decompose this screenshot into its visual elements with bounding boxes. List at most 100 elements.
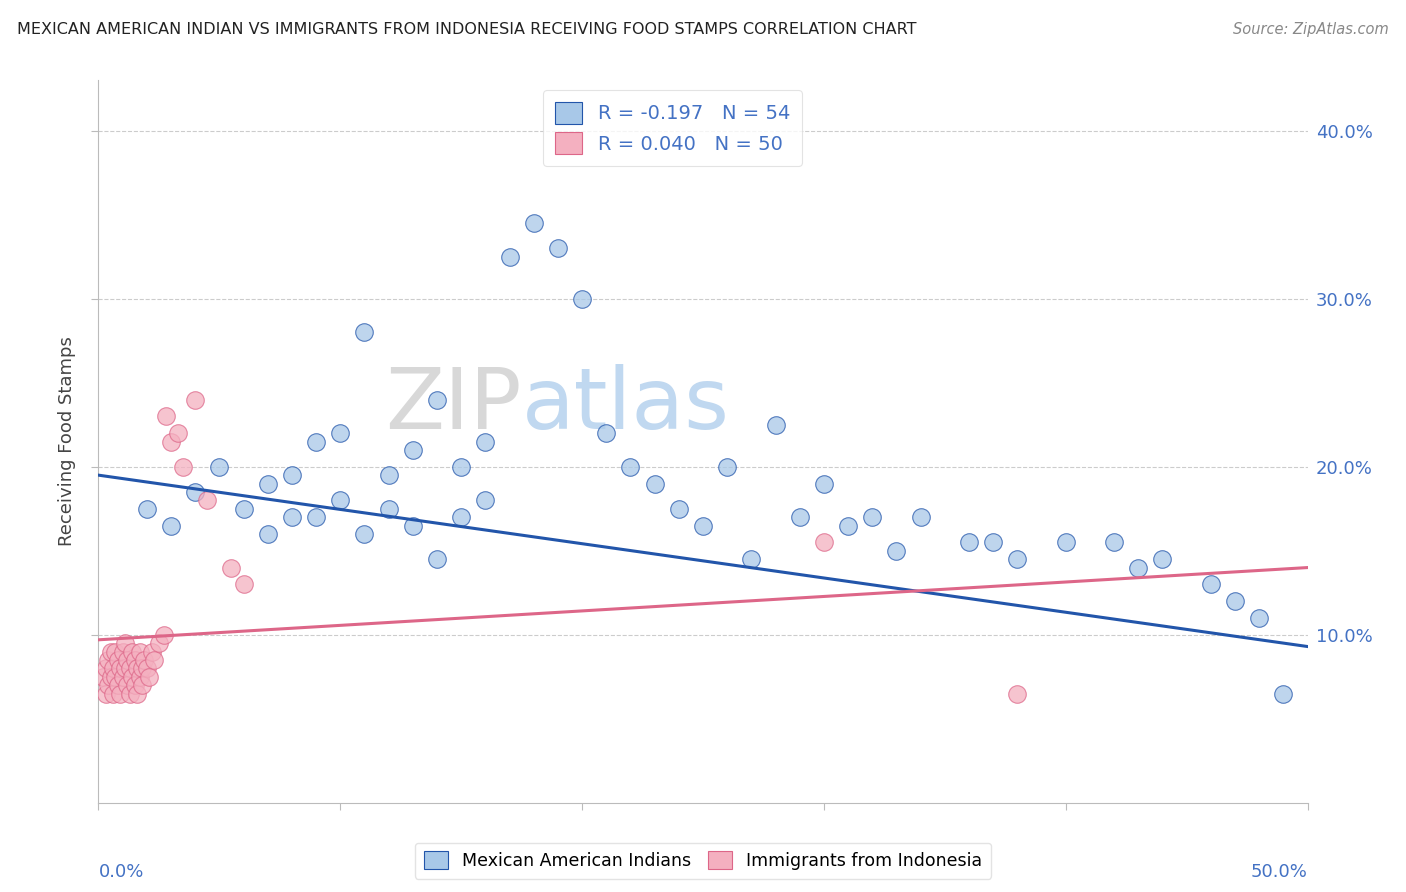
Point bbox=[97, 653, 120, 667]
Point bbox=[571, 292, 593, 306]
Point bbox=[692, 518, 714, 533]
Point bbox=[131, 661, 153, 675]
Point bbox=[143, 653, 166, 667]
Point bbox=[91, 670, 114, 684]
Point bbox=[426, 392, 449, 407]
Point bbox=[94, 687, 117, 701]
Point bbox=[101, 661, 124, 675]
Point bbox=[595, 426, 617, 441]
Point bbox=[117, 653, 139, 667]
Point bbox=[329, 426, 352, 441]
Point bbox=[1054, 535, 1077, 549]
Point bbox=[305, 510, 328, 524]
Point bbox=[353, 527, 375, 541]
Point bbox=[474, 493, 496, 508]
Point bbox=[281, 468, 304, 483]
Point bbox=[450, 459, 472, 474]
Point bbox=[329, 493, 352, 508]
Point bbox=[107, 653, 129, 667]
Point bbox=[221, 560, 243, 574]
Text: MEXICAN AMERICAN INDIAN VS IMMIGRANTS FROM INDONESIA RECEIVING FOOD STAMPS CORRE: MEXICAN AMERICAN INDIAN VS IMMIGRANTS FR… bbox=[17, 22, 917, 37]
Point bbox=[1272, 687, 1295, 701]
Point bbox=[813, 535, 835, 549]
Point bbox=[104, 670, 127, 684]
Point bbox=[114, 636, 136, 650]
Point bbox=[860, 510, 883, 524]
Point bbox=[668, 501, 690, 516]
Point bbox=[232, 501, 254, 516]
Point bbox=[135, 501, 157, 516]
Point bbox=[97, 678, 120, 692]
Point bbox=[111, 644, 134, 658]
Point bbox=[208, 459, 231, 474]
Text: ZIP: ZIP bbox=[385, 364, 522, 447]
Point bbox=[716, 459, 738, 474]
Point bbox=[135, 661, 157, 675]
Point bbox=[117, 678, 139, 692]
Point bbox=[547, 241, 569, 255]
Point bbox=[957, 535, 980, 549]
Text: atlas: atlas bbox=[522, 364, 730, 447]
Point bbox=[160, 434, 183, 449]
Text: 50.0%: 50.0% bbox=[1251, 863, 1308, 881]
Point bbox=[138, 670, 160, 684]
Point bbox=[644, 476, 666, 491]
Point bbox=[104, 644, 127, 658]
Point bbox=[1007, 687, 1029, 701]
Point bbox=[1223, 594, 1246, 608]
Point bbox=[377, 468, 399, 483]
Point bbox=[1152, 552, 1174, 566]
Legend: Mexican American Indians, Immigrants from Indonesia: Mexican American Indians, Immigrants fro… bbox=[415, 843, 991, 879]
Point bbox=[131, 678, 153, 692]
Point bbox=[141, 644, 163, 658]
Point bbox=[813, 476, 835, 491]
Point bbox=[377, 501, 399, 516]
Point bbox=[789, 510, 811, 524]
Point bbox=[101, 687, 124, 701]
Point bbox=[1102, 535, 1125, 549]
Point bbox=[107, 678, 129, 692]
Point bbox=[450, 510, 472, 524]
Legend: R = -0.197   N = 54, R = 0.040   N = 50: R = -0.197 N = 54, R = 0.040 N = 50 bbox=[544, 90, 801, 166]
Point bbox=[127, 661, 149, 675]
Point bbox=[124, 678, 146, 692]
Text: Source: ZipAtlas.com: Source: ZipAtlas.com bbox=[1233, 22, 1389, 37]
Point bbox=[1199, 577, 1222, 591]
Point bbox=[1128, 560, 1150, 574]
Point bbox=[1007, 552, 1029, 566]
Point bbox=[281, 510, 304, 524]
Point bbox=[981, 535, 1004, 549]
Point bbox=[160, 518, 183, 533]
Point bbox=[195, 493, 218, 508]
Point bbox=[765, 417, 787, 432]
Point bbox=[118, 661, 141, 675]
Point bbox=[121, 670, 143, 684]
Point bbox=[148, 636, 170, 650]
Y-axis label: Receiving Food Stamps: Receiving Food Stamps bbox=[58, 336, 76, 547]
Point bbox=[167, 426, 190, 441]
Point bbox=[523, 216, 546, 230]
Point bbox=[128, 644, 150, 658]
Point bbox=[402, 442, 425, 457]
Point bbox=[353, 326, 375, 340]
Point bbox=[100, 670, 122, 684]
Point bbox=[474, 434, 496, 449]
Point bbox=[184, 485, 207, 500]
Point bbox=[124, 653, 146, 667]
Point bbox=[152, 628, 174, 642]
Point bbox=[498, 250, 520, 264]
Point bbox=[128, 670, 150, 684]
Point bbox=[1249, 611, 1271, 625]
Point bbox=[172, 459, 194, 474]
Point bbox=[910, 510, 932, 524]
Point bbox=[305, 434, 328, 449]
Point bbox=[100, 644, 122, 658]
Point bbox=[740, 552, 762, 566]
Point bbox=[256, 476, 278, 491]
Point bbox=[256, 527, 278, 541]
Point bbox=[134, 653, 156, 667]
Point bbox=[118, 687, 141, 701]
Point bbox=[114, 661, 136, 675]
Point bbox=[127, 687, 149, 701]
Point bbox=[886, 543, 908, 558]
